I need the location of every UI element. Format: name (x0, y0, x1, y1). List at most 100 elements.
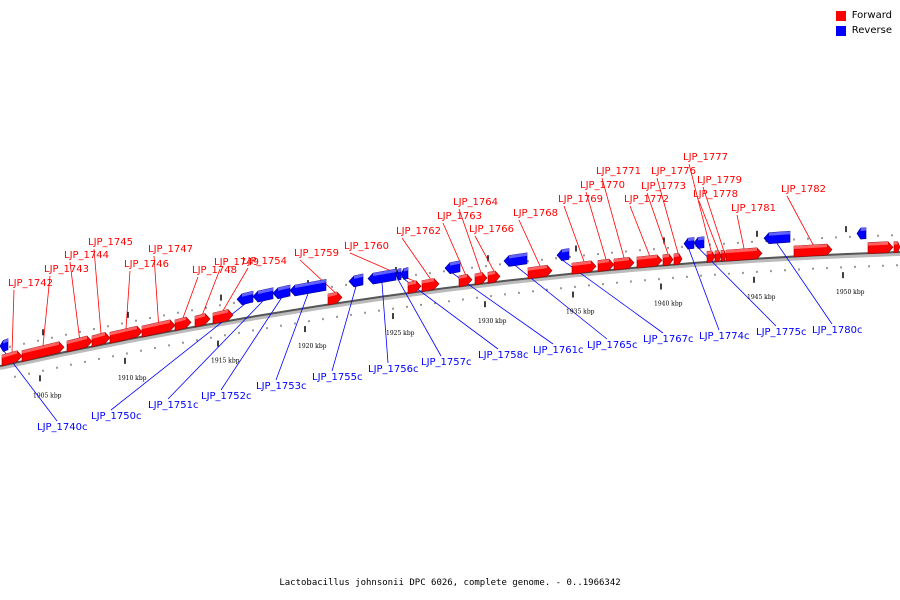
reverse-leader-line (404, 279, 499, 350)
forward-gene-arrow-highlight (794, 244, 827, 249)
forward-gene-label: LJP_1760 (344, 241, 389, 252)
forward-leader-line (786, 195, 814, 245)
forward-swatch (835, 10, 846, 21)
forward-leader-line (222, 267, 249, 311)
forward-leader-line (299, 259, 336, 293)
forward-leader-line (442, 222, 466, 275)
reverse-gene-label: LJP_1753c (256, 381, 307, 392)
forward-gene-arrow-highlight (721, 250, 724, 254)
forward-gene-label: LJP_1747 (148, 244, 193, 255)
gene-labels: LJP_1742 LJP_1743 LJP_1744 LJP_1745 LJP_1746… (8, 152, 863, 433)
forward-gene-arrow-highlight (726, 247, 757, 254)
reverse-gene-label: LJP_1767c (643, 334, 694, 345)
forward-gene-arrow-highlight (614, 257, 629, 263)
forward-gene-arrow-highlight (92, 332, 105, 339)
forward-gene-label: LJP_1781 (731, 203, 776, 214)
forward-gene-arrow-highlight (663, 254, 669, 258)
forward-gene-arrow-highlight (408, 280, 416, 286)
legend-reverse: Reverse (835, 23, 892, 38)
forward-gene-label: LJP_1745 (88, 237, 133, 248)
reverse-leader-line (275, 293, 309, 381)
reverse-leader-line (452, 272, 554, 345)
reverse-gene-label: LJP_1780c (812, 325, 863, 336)
forward-gene-label: LJP_1779 (697, 175, 742, 186)
forward-leader-line (474, 235, 495, 272)
reverse-gene-label: LJP_1755c (312, 372, 363, 383)
forward-gene-label: LJP_1759 (294, 248, 339, 259)
forward-gene-label: LJP_1776 (651, 166, 696, 177)
forward-gene-arrow-highlight (572, 260, 591, 267)
forward-leader-line (125, 270, 131, 329)
reverse-gene-label: LJP_1761c (533, 345, 584, 356)
reverse-gene-label: LJP_1750c (91, 411, 142, 422)
kbp-label: 1940 kbp (654, 301, 683, 308)
forward-gene-arrow-highlight (142, 319, 170, 330)
reverse-gene-arrow-highlight (373, 269, 396, 277)
legend-forward-label: Forward (851, 10, 892, 21)
reverse-gene-label: LJP_1765c (587, 340, 638, 351)
reverse-gene-arrow-highlight (3, 338, 9, 344)
reverse-gene-label: LJP_1775c (756, 327, 807, 338)
reverse-gene-arrow-highlight (769, 231, 790, 236)
forward-gene-arrow-highlight (894, 241, 898, 245)
forward-gene-label: LJP_1743 (44, 264, 89, 275)
kbp-label: 1910 kbp (118, 375, 147, 382)
reverse-leader-line (776, 243, 833, 325)
forward-gene-arrow-highlight (637, 254, 657, 261)
reverse-gene-label: LJP_1751c (148, 400, 199, 411)
forward-gene-label: LJP_1764 (453, 197, 498, 208)
forward-gene-arrow (109, 325, 143, 344)
reverse-gene-arrow-highlight (295, 279, 326, 288)
kbp-label: 1950 kbp (836, 289, 865, 296)
reverse-leader-line (220, 297, 282, 391)
genome-backbone-shadow (0, 252, 900, 370)
forward-leader-line (656, 177, 679, 254)
reverse-gene-arrow-highlight (398, 268, 401, 273)
forward-gene-label: LJP_1777 (683, 152, 728, 163)
forward-gene-arrow-highlight (175, 316, 186, 323)
forward-gene-label: LJP_1748 (192, 265, 237, 276)
reverse-gene-label: LJP_1774c (699, 331, 750, 342)
reverse-swatch (835, 25, 846, 36)
reverse-gene-label: LJP_1740c (37, 422, 88, 433)
forward-gene-label: LJP_1744 (64, 250, 109, 261)
reverse-leader-line (381, 282, 389, 364)
forward-gene-arrow-highlight (598, 259, 609, 264)
position-labels: 1905 kbp 1910 kbp 1915 kbp 1920 kbp 1925 kbp… (33, 289, 865, 399)
forward-leader-line (736, 214, 745, 249)
kbp-label: 1930 kbp (478, 318, 507, 325)
forward-gene-arrow-highlight (868, 241, 888, 246)
gene-features (0, 227, 900, 367)
forward-leader-line (458, 208, 482, 273)
reverse-gene-label: LJP_1758c (478, 350, 529, 361)
forward-gene-arrow-highlight (2, 350, 17, 359)
forward-gene-label: LJP_1771 (596, 166, 641, 177)
reverse-gene-arrow-highlight (403, 267, 408, 272)
kbp-label: 1925 kbp (386, 330, 415, 337)
kbp-label: 1920 kbp (298, 343, 327, 350)
forward-gene-arrow-highlight (110, 326, 137, 336)
reverse-gene-arrow-highlight (698, 236, 704, 241)
forward-gene-label: LJP_1749 (214, 257, 259, 268)
reverse-leader-line (331, 286, 357, 372)
legend: Forward Reverse (835, 8, 892, 38)
forward-leader-line (182, 276, 199, 319)
reverse-gene-arrow-highlight (258, 287, 273, 295)
reverse-gene-arrow-highlight (354, 273, 363, 279)
forward-leader-line (698, 200, 719, 251)
forward-gene-arrow-highlight (195, 313, 205, 320)
reverse-gene-label: LJP_1757c (421, 357, 472, 368)
kbp-label: 1905 kbp (33, 392, 62, 399)
reverse-gene-arrow-highlight (561, 248, 569, 253)
forward-gene-label: LJP_1763 (437, 211, 482, 222)
forward-gene-label: LJP_1742 (8, 278, 53, 289)
forward-leader-line (629, 205, 650, 256)
forward-gene-label: LJP_1762 (396, 226, 441, 237)
forward-leader-line (153, 255, 159, 323)
forward-leader-line (11, 289, 15, 353)
forward-gene-arrow-highlight (715, 250, 719, 254)
reverse-leader-line (398, 280, 442, 357)
reverse-gene-arrow-highlight (688, 237, 694, 242)
legend-forward: Forward (835, 8, 892, 23)
forward-leader-line (69, 261, 80, 339)
